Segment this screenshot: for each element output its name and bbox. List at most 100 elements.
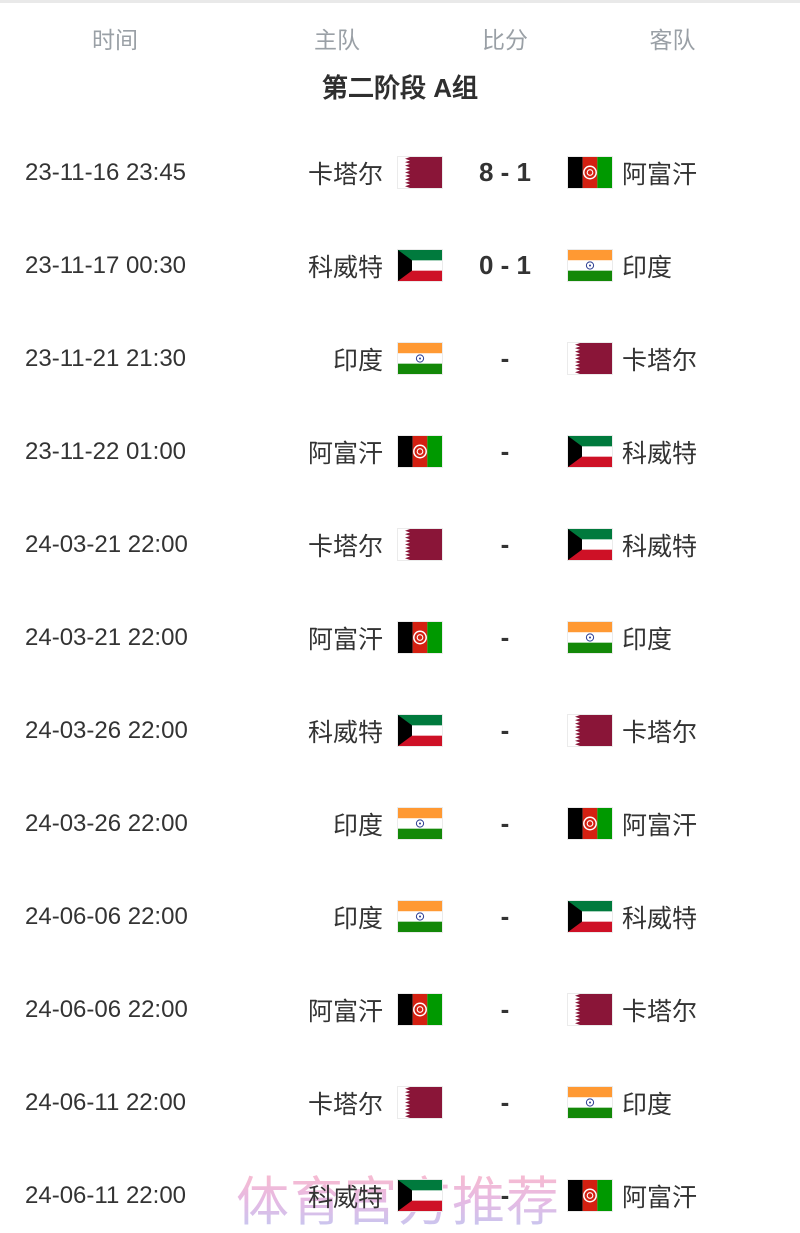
away-team-name: 科威特 xyxy=(622,532,698,561)
match-time: 24-03-26 22:00 xyxy=(25,716,188,744)
match-score: - xyxy=(500,1180,510,1210)
home-team-name: 阿富汗 xyxy=(307,439,383,468)
home-team: 阿富汗 xyxy=(255,434,443,470)
home-team-name: 印度 xyxy=(332,904,383,933)
qatar-flag-icon xyxy=(567,342,613,375)
match-row[interactable]: 24-06-11 22:00 卡塔尔 - 印度 xyxy=(0,1056,800,1149)
kuwait-flag-icon xyxy=(567,435,613,468)
match-score: - xyxy=(500,994,510,1024)
away-team-name: 卡塔尔 xyxy=(622,718,698,747)
afghanistan-flag-icon xyxy=(397,621,443,654)
home-team: 印度 xyxy=(255,899,443,935)
home-team: 卡塔尔 xyxy=(255,1085,443,1121)
home-team: 印度 xyxy=(255,806,443,842)
header-home: 主队 xyxy=(314,27,360,53)
qatar-flag-icon xyxy=(397,156,443,189)
match-row[interactable]: 24-06-11 22:00 科威特 - 阿富汗 xyxy=(0,1149,800,1233)
home-team: 卡塔尔 xyxy=(255,155,443,191)
match-score: - xyxy=(500,529,510,559)
match-row[interactable]: 23-11-22 01:00 阿富汗 - 科威特 xyxy=(0,405,800,498)
qatar-flag-icon xyxy=(397,1086,443,1119)
away-team: 印度 xyxy=(567,248,800,284)
away-team-name: 阿富汗 xyxy=(622,811,698,840)
home-team-name: 卡塔尔 xyxy=(307,1090,383,1119)
match-row[interactable]: 24-03-21 22:00 阿富汗 - 印度 xyxy=(0,591,800,684)
home-team-name: 科威特 xyxy=(307,253,383,282)
match-score: - xyxy=(500,436,510,466)
india-flag-icon xyxy=(567,249,613,282)
match-time: 24-06-11 22:00 xyxy=(25,1088,187,1116)
away-team: 卡塔尔 xyxy=(567,992,800,1028)
away-team-name: 科威特 xyxy=(622,439,698,468)
away-team: 阿富汗 xyxy=(567,155,800,191)
match-time: 24-06-11 22:00 xyxy=(25,1181,187,1209)
table-header: 时间 主队 比分 客队 xyxy=(0,18,800,58)
match-row[interactable]: 24-03-26 22:00 科威特 - 卡塔尔 xyxy=(0,684,800,777)
home-team-name: 卡塔尔 xyxy=(307,532,383,561)
kuwait-flag-icon xyxy=(397,249,443,282)
away-team: 卡塔尔 xyxy=(567,341,800,377)
home-team-name: 印度 xyxy=(332,346,383,375)
afghanistan-flag-icon xyxy=(567,1179,613,1212)
india-flag-icon xyxy=(397,900,443,933)
home-team: 科威特 xyxy=(255,713,443,749)
match-score: - xyxy=(500,1087,510,1117)
india-flag-icon xyxy=(567,1086,613,1119)
kuwait-flag-icon xyxy=(397,1179,443,1212)
match-row[interactable]: 24-03-21 22:00 卡塔尔 - 科威特 xyxy=(0,498,800,591)
match-time: 23-11-22 01:00 xyxy=(25,437,187,465)
match-score: - xyxy=(500,808,510,838)
away-team: 科威特 xyxy=(567,434,800,470)
match-row[interactable]: 23-11-16 23:45 卡塔尔 8 - 1 阿富汗 xyxy=(0,126,800,219)
match-time: 24-06-06 22:00 xyxy=(25,902,188,930)
away-team-name: 印度 xyxy=(622,625,673,654)
afghanistan-flag-icon xyxy=(567,156,613,189)
match-time: 24-03-21 22:00 xyxy=(25,623,188,651)
away-team-name: 印度 xyxy=(622,1090,673,1119)
match-row[interactable]: 24-03-26 22:00 印度 - 阿富汗 xyxy=(0,777,800,870)
away-team: 阿富汗 xyxy=(567,806,800,842)
match-score: - xyxy=(500,901,510,931)
match-row[interactable]: 24-06-06 22:00 阿富汗 - 卡塔尔 xyxy=(0,963,800,1056)
match-row[interactable]: 24-06-06 22:00 印度 - 科威特 xyxy=(0,870,800,963)
header-time: 时间 xyxy=(92,27,138,53)
away-team: 卡塔尔 xyxy=(567,713,800,749)
away-team-name: 印度 xyxy=(622,253,673,282)
home-team-name: 科威特 xyxy=(307,1183,383,1212)
away-team: 印度 xyxy=(567,1085,800,1121)
away-team: 科威特 xyxy=(567,899,800,935)
match-score: 0 - 1 xyxy=(478,250,532,280)
home-team: 科威特 xyxy=(255,1178,443,1214)
india-flag-icon xyxy=(397,342,443,375)
qatar-flag-icon xyxy=(567,714,613,747)
header-away: 客队 xyxy=(649,27,696,53)
match-row[interactable]: 23-11-17 00:30 科威特 0 - 1 印度 xyxy=(0,219,800,312)
away-team: 阿富汗 xyxy=(567,1178,800,1214)
away-team-name: 卡塔尔 xyxy=(622,346,698,375)
kuwait-flag-icon xyxy=(397,714,443,747)
away-team-name: 卡塔尔 xyxy=(622,997,698,1026)
match-time: 24-06-06 22:00 xyxy=(25,995,188,1023)
home-team: 阿富汗 xyxy=(255,620,443,656)
qatar-flag-icon xyxy=(567,993,613,1026)
match-row[interactable]: 23-11-21 21:30 印度 - 卡塔尔 xyxy=(0,312,800,405)
afghanistan-flag-icon xyxy=(397,435,443,468)
kuwait-flag-icon xyxy=(567,900,613,933)
afghanistan-flag-icon xyxy=(567,807,613,840)
home-team: 科威特 xyxy=(255,248,443,284)
home-team-name: 阿富汗 xyxy=(307,997,383,1026)
match-score: - xyxy=(500,715,510,745)
away-team: 印度 xyxy=(567,620,800,656)
away-team-name: 阿富汗 xyxy=(622,1183,698,1212)
afghanistan-flag-icon xyxy=(397,993,443,1026)
top-edge-divider xyxy=(0,0,800,3)
away-team: 科威特 xyxy=(567,527,800,563)
india-flag-icon xyxy=(397,807,443,840)
home-team: 阿富汗 xyxy=(255,992,443,1028)
match-time: 23-11-21 21:30 xyxy=(25,344,187,372)
match-time: 24-03-21 22:00 xyxy=(25,530,188,558)
away-team-name: 科威特 xyxy=(622,904,698,933)
match-time: 23-11-16 23:45 xyxy=(25,158,187,186)
match-time: 24-03-26 22:00 xyxy=(25,809,188,837)
